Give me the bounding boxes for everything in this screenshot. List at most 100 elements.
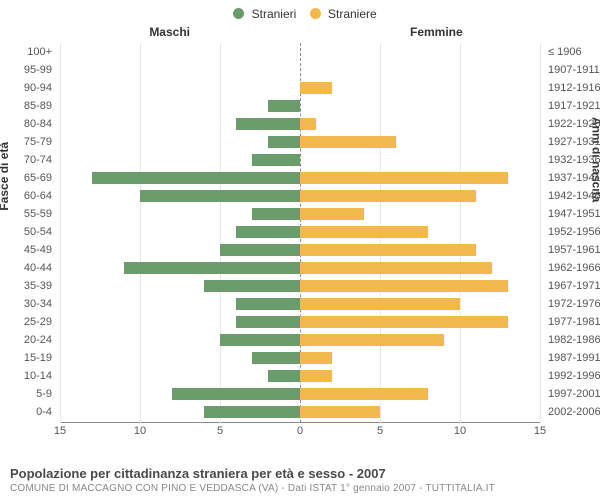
bar-female (300, 172, 508, 184)
grid-line (540, 43, 541, 423)
chart-footer: Popolazione per cittadinanza straniera p… (10, 466, 590, 494)
bar-row: 65-691937-1941 (60, 171, 540, 189)
age-label: 0-4 (0, 405, 52, 419)
age-label: 20-24 (0, 333, 52, 347)
age-label: 55-59 (0, 207, 52, 221)
bar-female (300, 316, 508, 328)
bar-female (300, 262, 492, 274)
bar-row: 30-341972-1976 (60, 297, 540, 315)
x-tick-label: 0 (297, 425, 303, 437)
age-label: 30-34 (0, 297, 52, 311)
birth-year-label: 1952-1956 (548, 225, 600, 239)
bar-male (268, 100, 300, 112)
bar-male (220, 244, 300, 256)
bar-row: 35-391967-1971 (60, 279, 540, 297)
age-label: 40-44 (0, 261, 52, 275)
bar-female (300, 244, 476, 256)
age-label: 90-94 (0, 81, 52, 95)
birth-year-label: 1912-1916 (548, 81, 600, 95)
bar-row: 80-841922-1926 (60, 117, 540, 135)
birth-year-label: 1992-1996 (548, 369, 600, 383)
birth-year-label: 1977-1981 (548, 315, 600, 329)
plot-area: 15105051015100+≤ 190695-991907-191190-94… (60, 43, 540, 423)
bar-male (204, 406, 300, 418)
birth-year-label: 1957-1961 (548, 243, 600, 257)
age-label: 95-99 (0, 63, 52, 77)
bar-row: 20-241982-1986 (60, 333, 540, 351)
bar-male (252, 352, 300, 364)
bar-row: 100+≤ 1906 (60, 45, 540, 63)
birth-year-label: 1982-1986 (548, 333, 600, 347)
bar-female (300, 334, 444, 346)
bar-male (124, 262, 300, 274)
legend-female-chip (310, 8, 321, 19)
bar-row: 75-791927-1931 (60, 135, 540, 153)
bar-row: 15-191987-1991 (60, 351, 540, 369)
bar-row: 25-291977-1981 (60, 315, 540, 333)
column-title-female: Femmine (300, 25, 600, 39)
birth-year-label: 1917-1921 (548, 99, 600, 113)
bar-male (252, 154, 300, 166)
birth-year-label: 1997-2001 (548, 387, 600, 401)
age-label: 85-89 (0, 99, 52, 113)
birth-year-label: 1907-1911 (548, 63, 600, 77)
bar-row: 70-741932-1936 (60, 153, 540, 171)
bar-male (172, 388, 300, 400)
bar-row: 45-491957-1961 (60, 243, 540, 261)
birth-year-label: 1932-1936 (548, 153, 600, 167)
birth-year-label: 1937-1941 (548, 171, 600, 185)
legend-female-label: Straniere (328, 7, 377, 21)
age-label: 35-39 (0, 279, 52, 293)
bar-male (140, 190, 300, 202)
age-label: 75-79 (0, 135, 52, 149)
x-tick-label: 5 (217, 425, 223, 437)
bar-male (204, 280, 300, 292)
birth-year-label: 1947-1951 (548, 207, 600, 221)
bar-female (300, 118, 316, 130)
bar-female (300, 406, 380, 418)
legend-male-chip (233, 8, 244, 19)
x-tick-label: 15 (534, 425, 546, 437)
age-label: 80-84 (0, 117, 52, 131)
bar-female (300, 388, 428, 400)
birth-year-label: 1927-1931 (548, 135, 600, 149)
age-label: 60-64 (0, 189, 52, 203)
age-label: 70-74 (0, 153, 52, 167)
birth-year-label: 2002-2006 (548, 405, 600, 419)
age-label: 100+ (0, 45, 52, 59)
legend: Stranieri Straniere (0, 0, 600, 23)
bar-row: 60-641942-1946 (60, 189, 540, 207)
x-tick-label: 10 (454, 425, 466, 437)
bar-male (236, 226, 300, 238)
bar-row: 55-591947-1951 (60, 207, 540, 225)
bar-female (300, 226, 428, 238)
bar-female (300, 82, 332, 94)
bar-female (300, 370, 332, 382)
bar-female (300, 280, 508, 292)
birth-year-label: 1972-1976 (548, 297, 600, 311)
x-tick-label: 5 (377, 425, 383, 437)
bar-male (92, 172, 300, 184)
age-label: 65-69 (0, 171, 52, 185)
bar-female (300, 136, 396, 148)
age-label: 45-49 (0, 243, 52, 257)
bar-row: 90-941912-1916 (60, 81, 540, 99)
birth-year-label: ≤ 1906 (548, 45, 600, 59)
bar-male (252, 208, 300, 220)
chart-title: Popolazione per cittadinanza straniera p… (10, 466, 590, 481)
birth-year-label: 1942-1946 (548, 189, 600, 203)
bar-row: 40-441962-1966 (60, 261, 540, 279)
bar-female (300, 298, 460, 310)
bar-male (220, 334, 300, 346)
chart-subtitle: COMUNE DI MACCAGNO CON PINO E VEDDASCA (… (10, 483, 590, 494)
bar-row: 0-42002-2006 (60, 405, 540, 423)
bar-female (300, 190, 476, 202)
age-label: 50-54 (0, 225, 52, 239)
age-label: 15-19 (0, 351, 52, 365)
birth-year-label: 1967-1971 (548, 279, 600, 293)
bar-row: 5-91997-2001 (60, 387, 540, 405)
population-pyramid: Maschi Femmine Fasce di età Anni di nasc… (0, 23, 600, 453)
birth-year-label: 1962-1966 (548, 261, 600, 275)
bar-row: 10-141992-1996 (60, 369, 540, 387)
birth-year-label: 1987-1991 (548, 351, 600, 365)
